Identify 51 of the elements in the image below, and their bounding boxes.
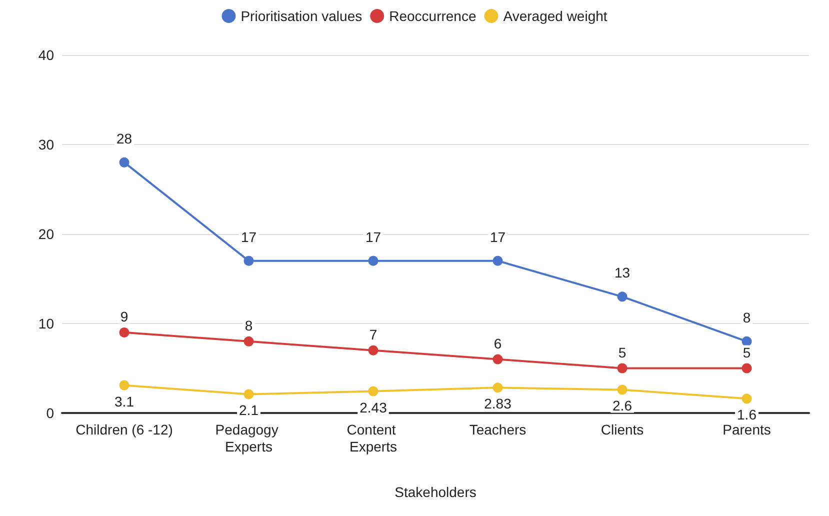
point <box>617 363 628 374</box>
point <box>119 380 130 390</box>
point <box>119 157 130 168</box>
y-tick-label: 10 <box>38 316 54 332</box>
x-tick-label: Pedagogy Experts <box>215 422 282 454</box>
point <box>617 292 628 302</box>
data-label: 2.6 <box>612 398 632 414</box>
point <box>119 327 130 338</box>
legend-label: Prioritisation values <box>240 8 362 24</box>
data-label: 2.43 <box>360 399 388 416</box>
point <box>244 389 254 400</box>
legend-label: Averaged weight <box>503 8 608 24</box>
legend-label: Reoccurrence <box>389 8 476 24</box>
data-label: 1.6 <box>737 406 757 423</box>
x-tick-label: Parents <box>722 422 771 438</box>
data-label: 17 <box>240 228 257 245</box>
data-label: 13 <box>614 264 630 281</box>
point <box>244 256 254 266</box>
point <box>617 384 628 395</box>
x-axis-title: Stakeholders <box>394 484 476 500</box>
y-tick-label: 0 <box>46 405 54 421</box>
data-label: 2.1 <box>239 402 259 418</box>
point <box>742 363 752 374</box>
data-label: 6 <box>494 335 502 352</box>
data-label: 9 <box>120 308 128 324</box>
x-tick-label: Teachers <box>469 422 526 438</box>
data-label: 17 <box>365 228 382 245</box>
data-label: 17 <box>490 228 506 245</box>
y-tick-label: 20 <box>38 226 54 242</box>
point <box>368 256 378 266</box>
point <box>492 256 503 266</box>
point <box>742 394 752 404</box>
point <box>244 336 254 346</box>
point <box>368 345 378 356</box>
point <box>742 336 752 346</box>
x-tick-label: Clients <box>600 422 644 438</box>
data-label: 3.1 <box>114 393 134 410</box>
x-tick-label: Content Experts <box>346 422 400 454</box>
x-tick-label: Children (6 -12) <box>76 422 173 438</box>
data-label: 2.83 <box>484 396 512 412</box>
data-label: 5 <box>742 344 751 360</box>
point <box>368 386 378 396</box>
y-tick-label: 30 <box>38 136 54 152</box>
data-label: 8 <box>244 317 253 334</box>
y-tick-label: 40 <box>38 47 54 63</box>
data-label: 5 <box>618 344 626 360</box>
point <box>492 382 503 393</box>
point <box>492 354 503 364</box>
data-label: 28 <box>116 130 132 146</box>
data-label: 7 <box>369 326 378 342</box>
data-label: 8 <box>742 309 751 326</box>
